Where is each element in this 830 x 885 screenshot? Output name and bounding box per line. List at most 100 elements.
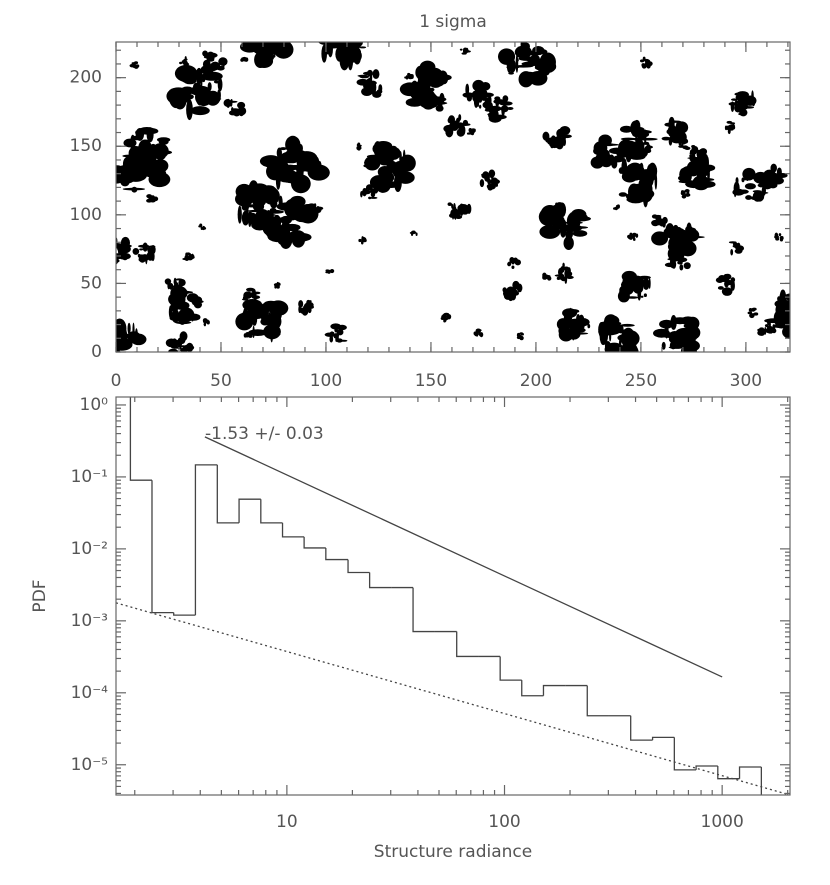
blob: [683, 323, 691, 329]
histogram-bin: [325, 547, 349, 561]
blob: [359, 46, 367, 49]
x-tick-label: 1000: [701, 812, 744, 832]
blob: [116, 318, 127, 339]
blob: [621, 270, 637, 283]
blob: [506, 106, 514, 110]
blob: [477, 329, 482, 332]
blob: [217, 89, 221, 102]
blob: [411, 230, 414, 236]
blob: [789, 318, 790, 322]
blob: [487, 113, 493, 116]
blob: [628, 282, 645, 286]
blob: [648, 277, 651, 289]
blob: [651, 231, 669, 246]
blob: [563, 236, 574, 250]
blob: [628, 153, 646, 160]
blob: [447, 202, 452, 206]
x-tick-label: 300: [730, 371, 762, 391]
blob: [456, 128, 465, 137]
blob: [174, 64, 198, 82]
blob: [146, 253, 154, 258]
blob: [684, 240, 695, 249]
blob: [167, 283, 172, 288]
y-tick-label: 0: [91, 342, 102, 362]
blob: [119, 244, 131, 254]
blob: [558, 128, 568, 131]
blob: [633, 119, 641, 133]
blob: [202, 225, 206, 231]
blob: [487, 95, 492, 106]
blob: [377, 166, 392, 178]
blob: [249, 20, 257, 39]
blob: [106, 351, 109, 371]
blob: [193, 300, 203, 309]
blob: [320, 31, 337, 36]
blob: [696, 151, 708, 167]
blob: [253, 291, 261, 295]
blob: [670, 315, 677, 330]
blob: [732, 188, 745, 196]
blob: [795, 310, 797, 314]
blob: [721, 287, 733, 296]
blob: [684, 146, 691, 150]
blob: [651, 219, 660, 227]
blob: [399, 151, 402, 166]
blob: [558, 273, 565, 280]
x-tick-label: 0: [111, 371, 122, 391]
x-tick-label: 100: [488, 812, 520, 832]
blob: [642, 188, 649, 208]
blob: [601, 161, 612, 168]
blob: [481, 92, 494, 98]
y-tick-label: 10⁻⁵: [71, 755, 108, 775]
blob: [515, 282, 520, 289]
blob: [451, 120, 459, 132]
blob: [569, 307, 573, 320]
blob: [250, 312, 258, 318]
blob: [186, 99, 193, 121]
blob: [116, 245, 121, 249]
blob: [619, 290, 625, 294]
blob: [270, 328, 274, 343]
blob: [754, 194, 764, 200]
blob: [131, 62, 136, 65]
blob: [757, 329, 766, 336]
blob: [297, 152, 317, 168]
y-tick-label: 10⁻⁴: [71, 683, 109, 703]
blob: [463, 47, 467, 53]
blob: [339, 22, 343, 39]
blob: [792, 300, 808, 310]
blob: [545, 137, 558, 144]
histogram-bin: [260, 499, 283, 524]
histogram-bin: [303, 536, 326, 549]
blob: [169, 340, 179, 348]
blob: [564, 221, 583, 225]
blob: [768, 172, 779, 177]
y-tick-label: 50: [80, 273, 102, 293]
blob: [625, 146, 632, 163]
blob: [792, 310, 807, 326]
blob: [740, 100, 747, 103]
blob: [259, 212, 274, 215]
blob: [273, 42, 294, 59]
blob: [313, 203, 317, 208]
blob: [301, 307, 309, 316]
blob: [689, 154, 692, 158]
blob: [100, 322, 103, 338]
blob: [611, 159, 618, 169]
blob: [724, 125, 728, 131]
blob: [646, 145, 653, 149]
blob: [202, 50, 208, 57]
y-tick-label: 10⁻²: [71, 539, 108, 559]
blob: [487, 185, 493, 191]
blob: [668, 334, 687, 345]
blob: [248, 211, 252, 215]
blob: [261, 314, 281, 323]
blob: [176, 293, 183, 308]
blob: [330, 331, 335, 334]
blob: [123, 138, 137, 148]
blob: [246, 209, 267, 213]
histogram-bin: [412, 587, 435, 633]
blob: [779, 289, 787, 309]
blob: [451, 209, 455, 220]
y-tick-label: 10⁻¹: [71, 467, 108, 487]
